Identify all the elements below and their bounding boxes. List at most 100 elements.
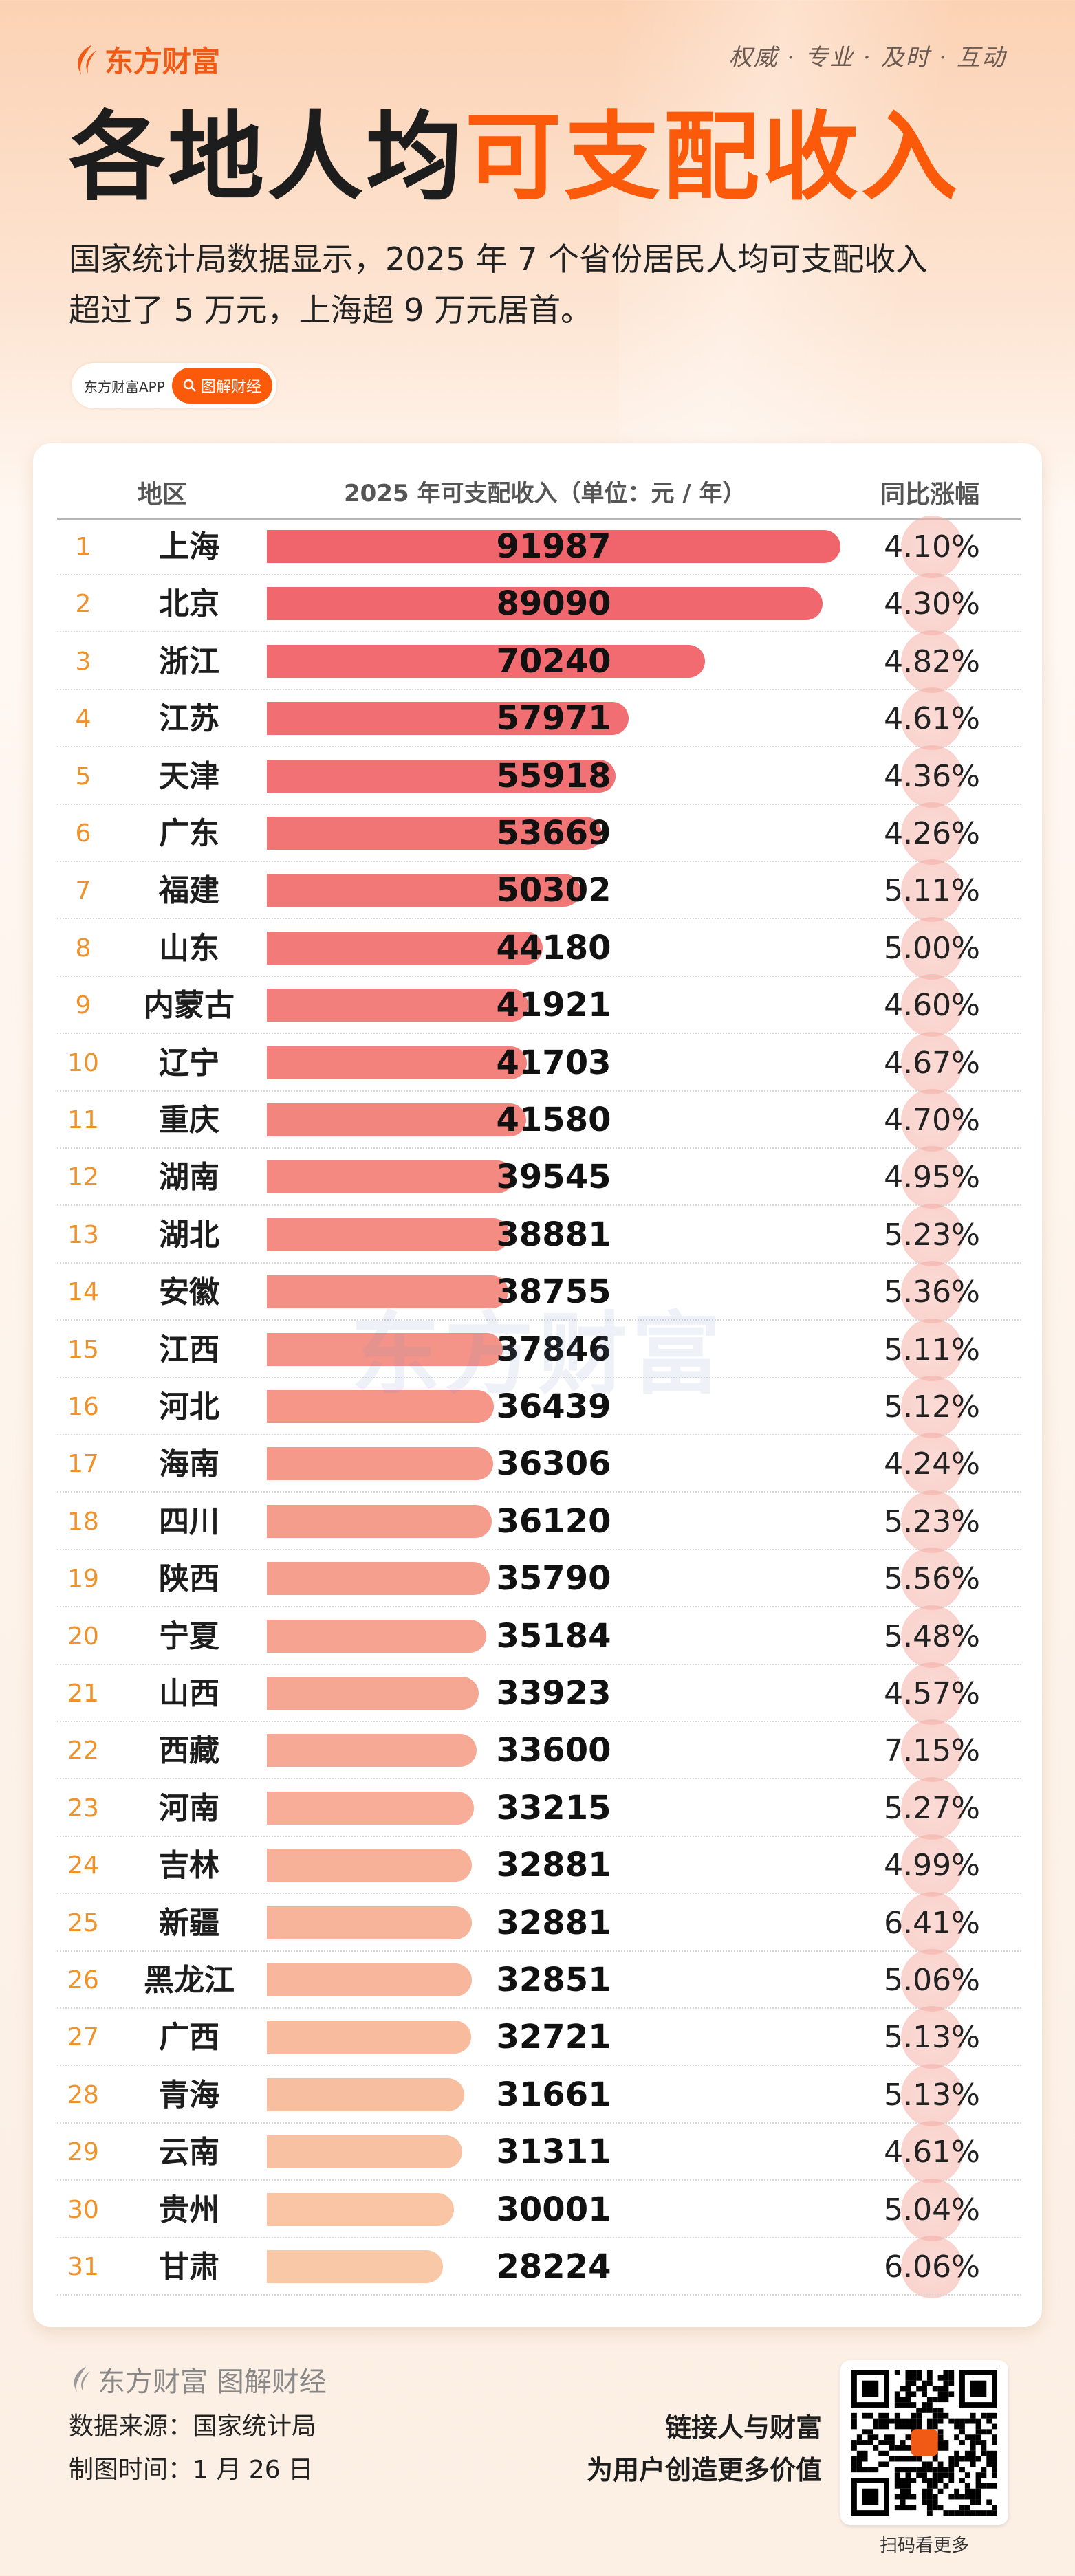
qr-caption: 扫码看更多 — [879, 2535, 969, 2556]
rank: 14 — [67, 1278, 99, 1307]
growth-highlight — [901, 516, 963, 578]
rank: 22 — [67, 1737, 99, 1765]
income-value: 32721 — [496, 2018, 611, 2057]
growth-value: 4.67% — [884, 1045, 980, 1081]
table-row: 26 黑龙江 32851 5.06% — [0, 1949, 1075, 2012]
rank: 25 — [67, 1908, 99, 1937]
income-bar — [267, 931, 543, 965]
table-row: 18 四川 36120 5.23% — [0, 1490, 1075, 1553]
income-value: 70240 — [496, 641, 611, 681]
table-row: 3 浙江 70240 4.82% — [0, 630, 1075, 693]
growth-highlight — [901, 1662, 963, 1725]
income-value: 41921 — [496, 986, 611, 1025]
growth-value: 4.36% — [884, 758, 980, 794]
income-bar — [267, 530, 840, 563]
row-divider — [57, 1090, 1021, 1092]
rank: 1 — [75, 533, 91, 561]
growth-highlight — [901, 2236, 963, 2298]
row-divider — [57, 2236, 1021, 2238]
region-name: 湖北 — [159, 1217, 219, 1253]
income-bar — [267, 1562, 490, 1596]
growth-value: 5.04% — [884, 2192, 980, 2227]
table-row: 28 青海 31661 5.13% — [0, 2063, 1075, 2126]
search-icon — [183, 379, 196, 392]
income-bar — [267, 2135, 462, 2169]
table-row: 12 湖南 39545 4.95% — [0, 1146, 1075, 1209]
growth-value: 5.11% — [884, 1332, 980, 1367]
income-bar — [267, 1734, 477, 1768]
tagline-2: 为用户创造更多价值 — [586, 2455, 822, 2485]
income-value: 33600 — [496, 1731, 611, 1770]
growth-value: 4.60% — [884, 988, 980, 1024]
table-row: 29 云南 31311 4.61% — [0, 2121, 1075, 2184]
region-name: 陕西 — [159, 1561, 219, 1597]
rank: 13 — [67, 1220, 99, 1249]
growth-value: 6.41% — [884, 1905, 980, 1941]
row-divider — [57, 746, 1021, 748]
chart-date: 制图时间：1 月 26 日 — [69, 2456, 314, 2484]
row-divider — [57, 1835, 1021, 1837]
region-name: 湖南 — [159, 1160, 219, 1196]
growth-highlight — [901, 802, 963, 865]
tujie-button[interactable]: 图解财经 — [171, 368, 272, 404]
growth-highlight — [901, 1433, 963, 1496]
table-row: 16 河北 36439 5.12% — [0, 1376, 1075, 1438]
rank: 29 — [67, 2138, 99, 2167]
region-name: 青海 — [159, 2077, 219, 2113]
income-bar — [267, 1906, 473, 1939]
growth-highlight — [901, 1203, 963, 1266]
growth-highlight — [901, 859, 963, 923]
app-pill[interactable]: 东方财富APP 图解财经 — [72, 363, 276, 408]
rank: 18 — [67, 1507, 99, 1536]
region-name: 安徽 — [159, 1275, 219, 1310]
table-row: 27 广西 32721 5.13% — [0, 2006, 1075, 2069]
title-part1: 各地人均 — [69, 102, 466, 214]
region-name: 云南 — [159, 2135, 219, 2170]
table-row: 14 安徽 38755 5.36% — [0, 1261, 1075, 1324]
table-row: 5 天津 55918 4.36% — [0, 745, 1075, 808]
table-row: 23 河南 33215 5.27% — [0, 1776, 1075, 1840]
growth-highlight — [901, 1376, 963, 1438]
row-divider — [57, 1606, 1021, 1608]
region-name: 辽宁 — [159, 1045, 219, 1081]
rank: 31 — [67, 2253, 99, 2281]
row-divider — [57, 1147, 1021, 1149]
table-row: 24 吉林 32881 4.99% — [0, 1834, 1075, 1897]
rank: 27 — [67, 2023, 99, 2052]
growth-value: 4.99% — [884, 1848, 980, 1884]
subtitle: 国家统计局数据显示，2025 年 7 个省份居民人均可支配收入 超过了 5 万元，… — [69, 234, 1032, 335]
table-row: 11 重庆 41580 4.70% — [0, 1089, 1075, 1152]
income-value: 33923 — [496, 1674, 611, 1713]
row-divider — [57, 861, 1021, 862]
income-bar — [267, 702, 629, 736]
growth-highlight — [901, 1146, 963, 1209]
row-divider — [57, 1663, 1021, 1665]
income-bar — [267, 1849, 473, 1882]
table-row: 10 辽宁 41703 4.67% — [0, 1031, 1075, 1094]
slogan: 权威 · 专业 · 及时 · 互动 — [728, 44, 1006, 71]
rank: 28 — [67, 2080, 99, 2109]
subtitle-line1: 国家统计局数据显示，2025 年 7 个省份居民人均可支配收入 — [69, 241, 928, 278]
table-row: 22 西藏 33600 7.15% — [0, 1719, 1075, 1783]
growth-value: 5.13% — [884, 2077, 980, 2113]
region-name: 山西 — [159, 1676, 219, 1711]
row-divider — [57, 1262, 1021, 1264]
income-value: 32881 — [496, 1903, 611, 1942]
income-value: 32881 — [496, 1846, 611, 1885]
income-value: 39545 — [496, 1158, 611, 1197]
table-row: 31 甘肃 28224 6.06% — [0, 2236, 1075, 2298]
qr-code[interactable] — [840, 2360, 1008, 2525]
income-bar — [267, 1677, 479, 1710]
rank: 11 — [67, 1106, 99, 1134]
table-row: 4 江苏 57971 4.61% — [0, 687, 1075, 751]
growth-value: 5.00% — [884, 930, 980, 966]
growth-highlight — [901, 1834, 963, 1897]
region-name: 重庆 — [159, 1103, 219, 1138]
region-name: 黑龙江 — [144, 1963, 235, 1998]
income-bar — [267, 2078, 465, 2111]
growth-value: 5.56% — [884, 1561, 980, 1597]
income-value: 44180 — [496, 928, 611, 967]
income-bar — [267, 1160, 514, 1194]
income-value: 41703 — [496, 1043, 611, 1082]
income-bar — [267, 2192, 454, 2226]
